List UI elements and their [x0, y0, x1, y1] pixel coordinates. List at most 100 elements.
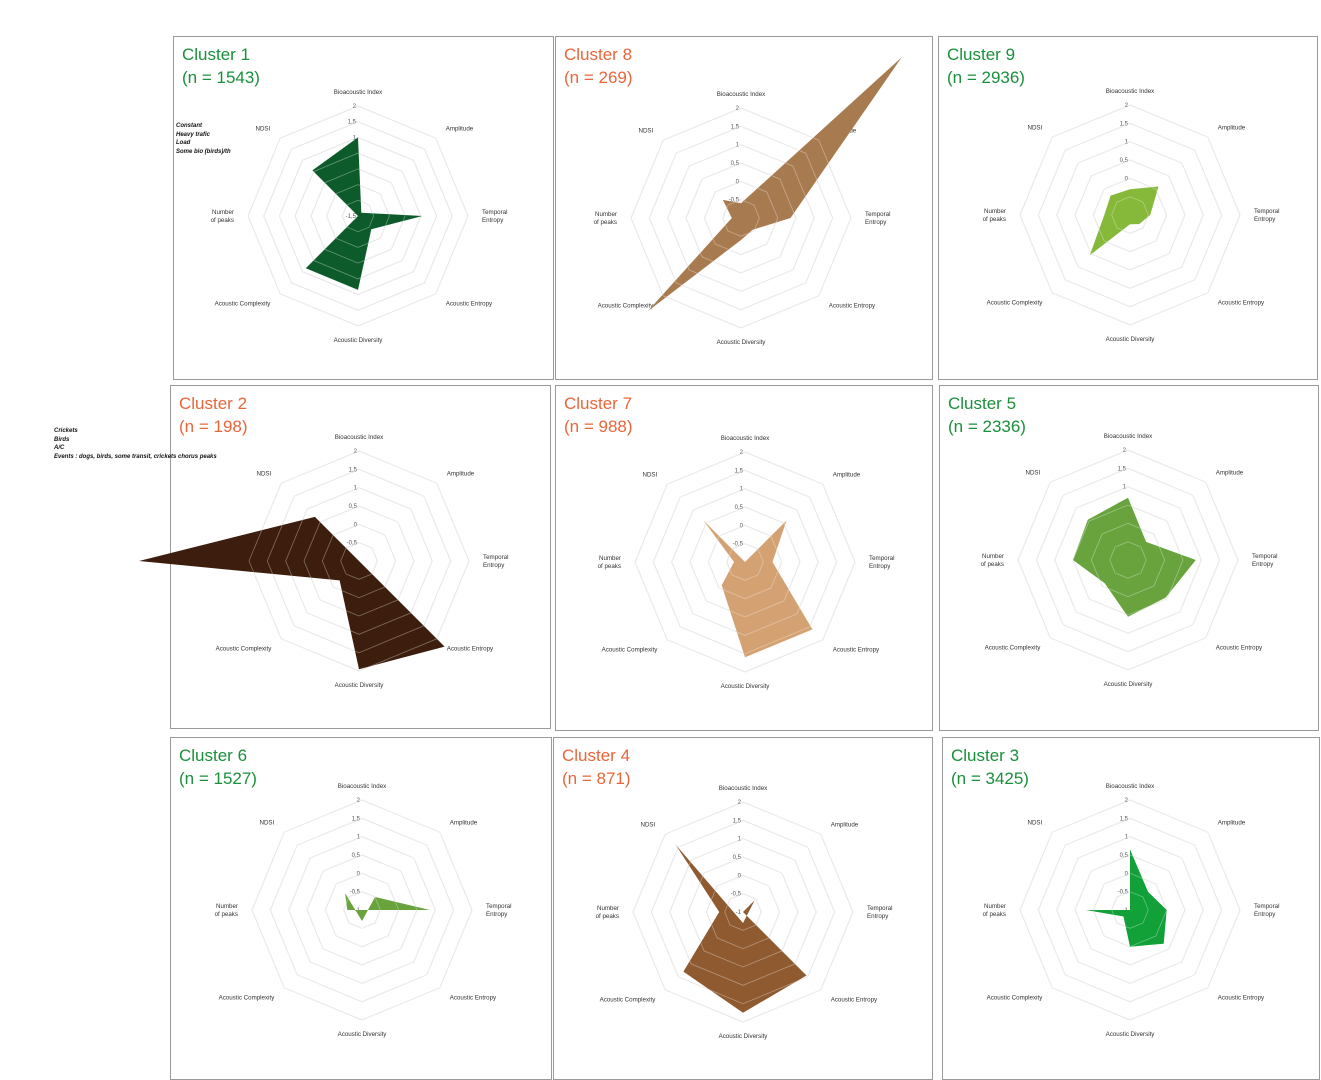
cluster-title: Cluster 3 (n = 3425) [951, 744, 1029, 790]
tick-label: 0,5 [1120, 158, 1129, 164]
tick-label: 1,5 [731, 124, 740, 130]
axis-label: Amplitude [447, 470, 475, 477]
axis-label-line: Acoustic Entropy [1218, 995, 1265, 1002]
axis-label-line: Acoustic Complexity [598, 303, 655, 310]
tick-label: 0,5 [731, 161, 740, 167]
axis-label: Bioacoustic Index [717, 91, 766, 98]
axis-label: Temporal Entropy [1252, 553, 1277, 568]
grid-ring-overlay [705, 874, 781, 950]
axis-label: Acoustic Diversity [1106, 336, 1156, 343]
cluster-title: Cluster 5 (n = 2336) [948, 392, 1026, 438]
axis-label: Acoustic Complexity [602, 647, 659, 654]
tick-label: 1,5 [733, 818, 742, 824]
axis-label-line: Number [212, 209, 234, 216]
axis-label: Acoustic Entropy [831, 997, 878, 1004]
cluster-note: Constant Heavy trafic Load Some bio (birds)… [176, 122, 231, 156]
grid-ring-overlay [669, 838, 817, 986]
cluster-title: Cluster 2 (n = 198) [179, 392, 248, 438]
axis-label: Bioacoustic Index [335, 434, 384, 441]
cluster-name: Cluster 6 [179, 746, 248, 765]
tick-label: 1,5 [735, 468, 744, 474]
axis-label-line: Acoustic Diversity [1106, 1031, 1156, 1038]
axis-label: Acoustic Diversity [334, 337, 384, 344]
grid-ring [1037, 817, 1223, 1003]
grid-ring-overlay [263, 121, 453, 311]
axis-label-line: NDSI [639, 127, 654, 134]
grid-ring-overlay [248, 450, 470, 672]
cluster-count: (n = 2936) [947, 68, 1025, 87]
grid-ring [634, 451, 856, 673]
axis-label-line: Acoustic Diversity [717, 339, 767, 346]
axis-label: NDSI [1028, 124, 1043, 131]
cluster-count: (n = 1527) [179, 769, 257, 788]
axis-label: Amplitude [450, 819, 478, 826]
axis-label: Acoustic Diversity [721, 683, 771, 690]
axis-label-line: Entropy [482, 217, 504, 224]
axis-label-line: Number [597, 905, 619, 912]
grid-ring-overlay [1092, 872, 1168, 948]
axis-label: NDSI [260, 819, 275, 826]
tick-label: -0,5 [347, 541, 358, 547]
axis-label: Acoustic Entropy [829, 303, 876, 310]
cluster-note-line: Constant [176, 123, 202, 129]
axis-label-line: Entropy [483, 562, 505, 569]
cluster-name: Cluster 5 [948, 394, 1017, 413]
tick-label: 1 [736, 143, 740, 149]
grid-ring-overlay [726, 543, 764, 581]
grid-ring-overlay [1054, 486, 1202, 634]
axis-label-line: Amplitude [447, 470, 475, 477]
grid-ring [263, 121, 453, 311]
grid-ring-overlay [266, 468, 452, 654]
tick-label: 1,5 [1120, 121, 1129, 127]
grid-ring [1035, 467, 1221, 653]
axis-label-line: Entropy [1254, 216, 1276, 223]
cluster-note-line: Heavy trafic [176, 131, 211, 138]
axis-label-line: Temporal [483, 554, 508, 561]
axis-label: Bioacoustic Index [1106, 783, 1155, 790]
grid-ring-overlay [1072, 504, 1184, 616]
axis-label-line: Amplitude [446, 125, 474, 132]
axis-label: NDSI [257, 470, 272, 477]
axis-label-line: Bioacoustic Index [721, 435, 770, 442]
axis-label-line: Temporal [865, 211, 890, 218]
grid-ring-overlay [685, 162, 797, 274]
axis-label: Bioacoustic Index [721, 435, 770, 442]
axis-label-line: Amplitude [1218, 124, 1246, 131]
axis-label: Bioacoustic Index [1104, 433, 1153, 440]
grid-ring-overlay [1017, 449, 1239, 671]
axis-label: NDSI [1028, 819, 1043, 826]
grid-ring-overlay [310, 168, 406, 264]
axis-label-line: Bioacoustic Index [334, 89, 383, 96]
tick-label: 0 [357, 871, 361, 877]
axis-label-line: Acoustic Diversity [334, 337, 384, 344]
cluster-name: Cluster 7 [564, 394, 633, 413]
grid-ring-overlay [294, 152, 422, 280]
axis-label-line: Acoustic Entropy [450, 995, 497, 1002]
axis-label-line: Acoustic Complexity [219, 995, 276, 1002]
grid-ring-overlay [722, 199, 760, 237]
cluster-name: Cluster 3 [951, 746, 1020, 765]
axis-label-line: Bioacoustic Index [719, 785, 768, 792]
grid-ring-overlay [1056, 836, 1204, 984]
radar-series [675, 844, 807, 1013]
tick-label: 0,5 [733, 855, 742, 861]
axis-label-line: Acoustic Entropy [831, 997, 878, 1004]
grid-ring [1074, 854, 1186, 966]
grid-ring-overlay [340, 542, 378, 580]
axis-label-line: Acoustic Complexity [602, 647, 659, 654]
cluster-panel: Cluster 2 (n = 198) [170, 385, 551, 729]
grid-ring-overlay [650, 819, 836, 1005]
tick-label: 1,5 [348, 120, 357, 126]
tick-label: 1 [740, 487, 744, 493]
axis-label: Acoustic Entropy [833, 647, 880, 654]
tick-label: 0 [740, 523, 744, 529]
axis-label: Acoustic Entropy [1216, 645, 1263, 652]
grid-ring-overlay [321, 523, 397, 599]
tick-label: 2 [1125, 798, 1129, 804]
axis-label: Amplitude [1218, 124, 1246, 131]
cluster-note-line: Load [176, 140, 191, 146]
axis-label-line: Number [984, 208, 1006, 215]
